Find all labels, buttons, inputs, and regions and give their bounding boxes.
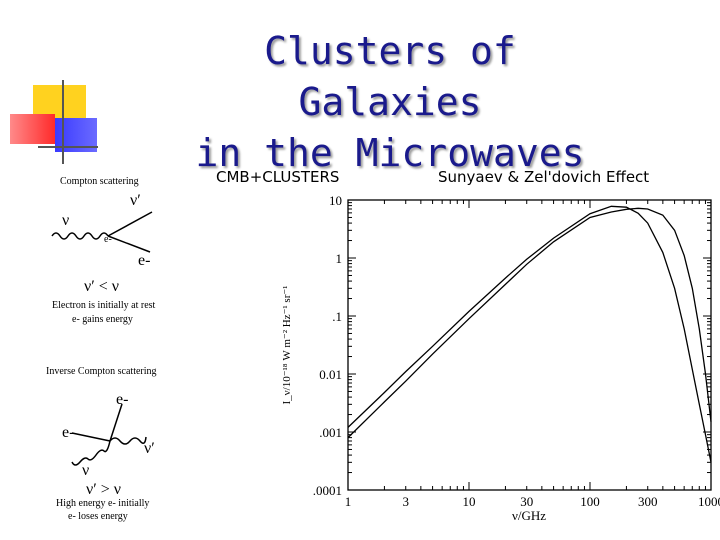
- x-tick-label: 3: [402, 494, 409, 509]
- compton-incoming-photon: [51, 232, 109, 240]
- y-tick-label: 1: [336, 251, 343, 266]
- y-tick-label: 10: [329, 193, 342, 208]
- header-right: Sunyaev & Zel'dovich Effect: [438, 168, 650, 186]
- compton-nu-label: ν: [62, 212, 70, 229]
- compton-outgoing-photon: [107, 211, 153, 237]
- y-tick-label: .0001: [313, 483, 342, 498]
- compton-e-minus-label: e-: [138, 252, 151, 269]
- x-tick-label: 100: [580, 494, 600, 509]
- slide-title: Clusters of Galaxies in the Microwaves: [170, 26, 610, 179]
- x-tick-label: 1: [345, 494, 352, 509]
- inverse-outgoing-electron: [109, 403, 123, 442]
- x-axis-label: ν/GHz: [512, 508, 546, 523]
- y-tick-label: 0.01: [319, 367, 342, 382]
- title-line-2: in the Microwaves: [195, 131, 585, 175]
- inverse-incoming-electron: [71, 432, 111, 442]
- header-left: CMB+CLUSTERS: [216, 168, 340, 186]
- inverse-title: Inverse Compton scattering: [46, 366, 157, 377]
- inverse-relation: ν′ > ν: [86, 481, 121, 498]
- plot-frame: [347, 199, 712, 491]
- compton-title: Compton scattering: [60, 176, 139, 187]
- inverse-e-in-label: e-: [62, 424, 75, 441]
- x-tick-label: 30: [520, 494, 533, 509]
- compton-relation: ν′ < ν: [84, 278, 119, 295]
- sz-spectrum-chart: 1 3 10 30 100 300 1000 10 1 .1 0.01 .001 .0001 I_ν/1…: [281, 193, 720, 523]
- compton-e-label: e-: [104, 234, 112, 245]
- x-tick-label: 300: [638, 494, 658, 509]
- inverse-nu-label: ν: [82, 462, 90, 479]
- inverse-incoming-photon: [71, 440, 111, 466]
- y-tick-label: .001: [319, 425, 342, 440]
- y-axis-label: I_ν/10⁻¹⁸ W m⁻² Hz⁻¹ sr⁻¹: [281, 286, 293, 405]
- series-line-2: [347, 207, 712, 439]
- inverse-e-out-label: e-: [116, 391, 129, 408]
- horizontal-line-decoration: [38, 146, 98, 148]
- inverse-outgoing-photon: [109, 436, 147, 445]
- scattering-diagrams: [51, 211, 153, 466]
- compton-outgoing-electron: [107, 235, 151, 253]
- series-line-1: [347, 205, 712, 463]
- compton-note-1: Electron is initially at rest: [52, 300, 156, 311]
- x-tick-label: 1000: [698, 494, 720, 509]
- compton-note-2: e- gains energy: [72, 314, 133, 325]
- title-line-1: Clusters of Galaxies: [264, 29, 516, 124]
- y-tick-label: .1: [332, 309, 342, 324]
- vertical-line-decoration: [62, 80, 64, 164]
- inverse-nu-prime-label: ν′: [144, 440, 155, 457]
- inverse-note-1: High energy e- initially: [56, 498, 150, 509]
- compton-nu-prime-label: ν′: [130, 192, 141, 209]
- red-square-decoration: [10, 114, 55, 144]
- x-tick-label: 10: [463, 494, 476, 509]
- inverse-note-2: e- loses energy: [68, 511, 128, 522]
